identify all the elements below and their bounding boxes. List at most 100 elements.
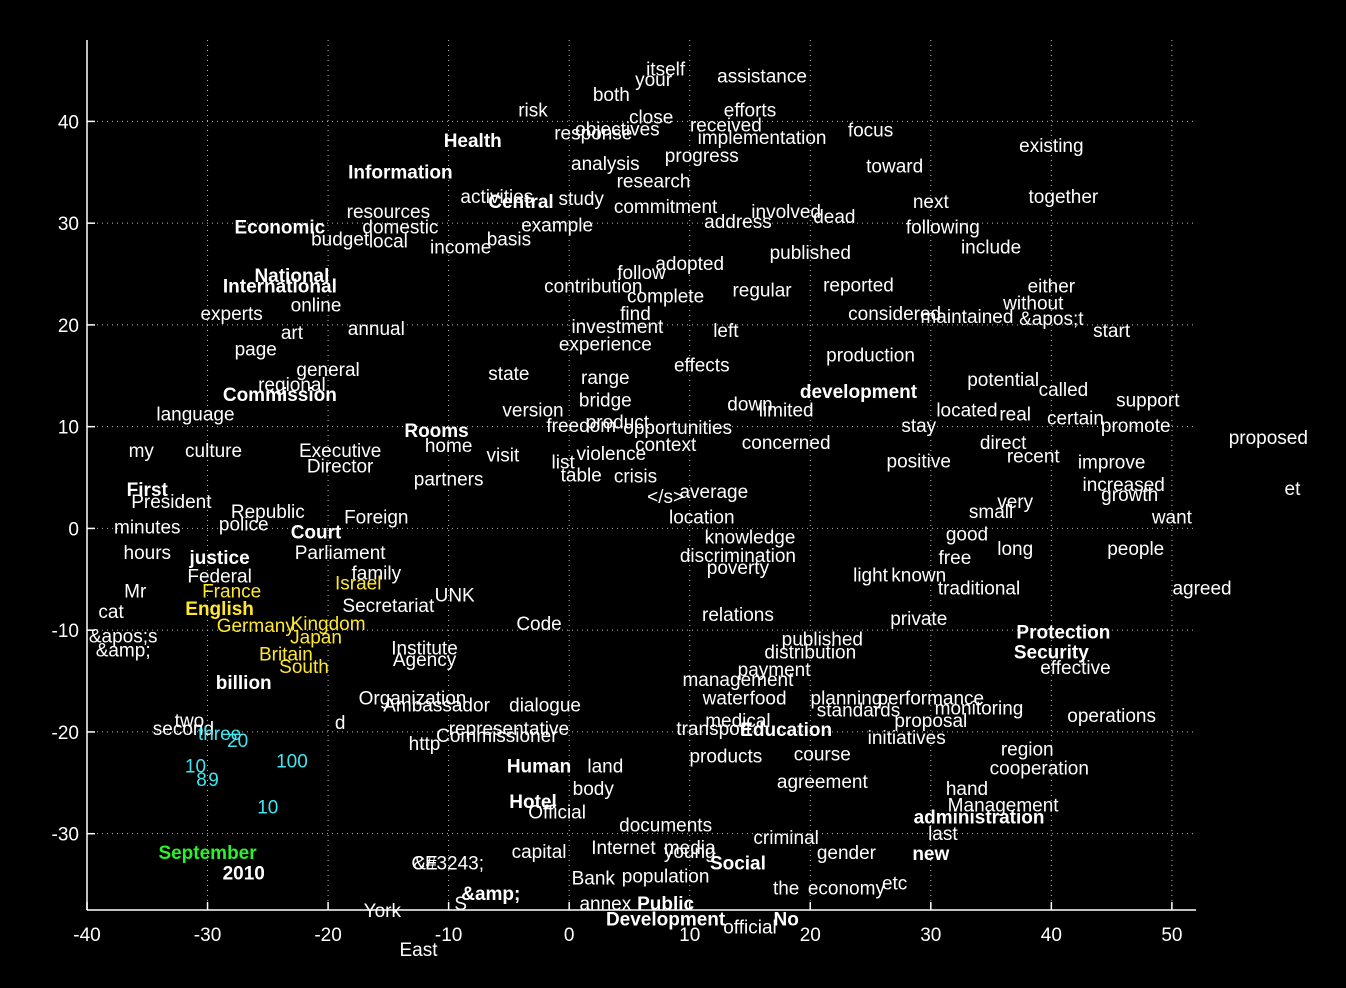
word-point: small	[969, 502, 1013, 523]
word-point: annex	[579, 894, 631, 915]
word-point: official	[723, 917, 777, 938]
word-point: media	[664, 838, 716, 859]
word-point: Republic	[231, 502, 305, 523]
word-point: 8	[196, 770, 207, 791]
word-point: response	[554, 124, 632, 145]
word-point: itself	[646, 60, 686, 81]
word-point: cat	[98, 602, 124, 623]
word-point: capital	[512, 842, 567, 863]
word-point: partners	[414, 470, 484, 491]
word-point: administration	[914, 808, 1045, 829]
word-point: &apos;t	[1019, 309, 1084, 330]
word-point: medical	[705, 711, 770, 732]
word-point: two	[175, 711, 205, 732]
word-point: follow	[617, 263, 666, 284]
word-point: investment	[571, 317, 664, 338]
y-tick-label: 10	[58, 418, 79, 439]
word-point: young	[664, 842, 716, 863]
word-point: Economic	[234, 217, 325, 238]
word-point: opportunities	[623, 418, 732, 439]
word-point: involved	[751, 202, 821, 223]
word-point: next	[913, 192, 950, 213]
word-point: three	[198, 724, 241, 745]
word-point: annual	[348, 319, 405, 340]
word-point: distribution	[764, 643, 856, 664]
word-point: population	[622, 867, 710, 888]
word-point: recent	[1007, 446, 1061, 467]
x-tick-label: 40	[1041, 925, 1062, 946]
word-point: &amp;	[461, 884, 520, 905]
word-point: private	[890, 609, 947, 630]
word-point: standards	[817, 701, 900, 722]
word-point: increased	[1082, 475, 1164, 496]
word-point: English	[185, 599, 254, 620]
word-point: real	[999, 405, 1031, 426]
word-point: regular	[732, 280, 792, 301]
x-tick-label: 30	[920, 925, 941, 946]
word-point: close	[629, 107, 673, 128]
word-point: example	[521, 215, 593, 236]
word-point: home	[425, 436, 473, 457]
word-point: discrimination	[680, 546, 796, 567]
word-point: representative	[449, 719, 569, 740]
word-point: last	[928, 824, 958, 845]
word-point: effective	[1040, 658, 1110, 679]
word-point: limited	[759, 400, 814, 421]
word-point: billion	[216, 673, 272, 694]
word-point: Mr	[124, 582, 147, 603]
word-point: light	[853, 565, 889, 586]
word-point: Director	[307, 456, 374, 477]
word-point: published	[782, 629, 863, 650]
word-point: Social	[710, 853, 766, 874]
word-point: experience	[559, 334, 652, 355]
word-point: resources	[347, 202, 430, 223]
word-point: dead	[813, 207, 855, 228]
word-point: criminal	[753, 828, 818, 849]
word-point: proposal	[894, 711, 967, 732]
word-point: Human	[507, 757, 571, 778]
word-point: contribution	[544, 276, 642, 297]
word-point: good	[946, 525, 988, 546]
word-point: </s>	[647, 487, 684, 508]
word-point: study	[559, 189, 605, 210]
word-point: food	[750, 688, 787, 709]
word-point: location	[669, 507, 735, 528]
word-point: efforts	[724, 100, 776, 121]
word-point: knowledge	[705, 528, 796, 549]
word-point: Hotel	[509, 792, 557, 813]
word-point: Public	[637, 894, 694, 915]
y-tick-label: 40	[58, 112, 79, 133]
word-point: freedom	[546, 416, 616, 437]
word-point: called	[1039, 380, 1089, 401]
word-point: Health	[444, 131, 502, 152]
y-tick-label: -10	[52, 621, 79, 642]
word-point: regional	[258, 375, 326, 396]
word-point: list	[552, 452, 576, 473]
word-point: growth	[1101, 485, 1158, 506]
y-tick-label: -30	[52, 825, 79, 846]
grid	[87, 40, 1196, 910]
word-point: culture	[185, 441, 242, 462]
word-point: Management	[948, 795, 1060, 816]
word-point: water	[702, 688, 750, 709]
word-point: art	[281, 323, 304, 344]
y-tick-label: 0	[68, 519, 79, 540]
x-tick-label: 50	[1161, 925, 1182, 946]
x-tick-label: -40	[73, 925, 100, 946]
word-point: stay	[901, 416, 936, 437]
word-point: left	[713, 321, 739, 342]
word-point: East	[399, 940, 438, 961]
word-point: long	[997, 539, 1033, 560]
word-point: language	[156, 405, 234, 426]
y-tick-label: 20	[58, 316, 79, 337]
word-point: traditional	[938, 579, 1020, 600]
word-point: Official	[528, 802, 586, 823]
word-point: page	[235, 339, 277, 360]
word-point: cooperation	[990, 759, 1089, 780]
word-point: Kingdom	[291, 614, 366, 635]
word-point: poverty	[707, 558, 770, 579]
word-point: &amp;	[96, 641, 151, 662]
word-point: hand	[946, 779, 988, 800]
